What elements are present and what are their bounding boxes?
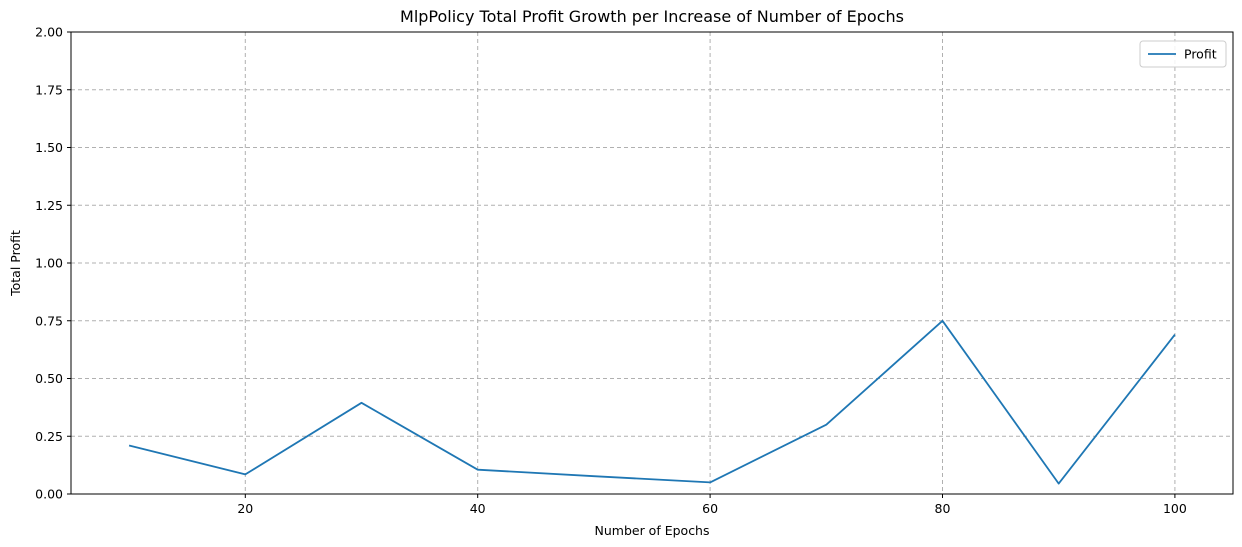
y-tick-label: 1.00 xyxy=(35,256,63,271)
series-line-profit xyxy=(128,319,1176,485)
y-tick-label: 0.00 xyxy=(35,487,63,502)
x-tick-label: 40 xyxy=(470,501,486,516)
legend-label: Profit xyxy=(1184,47,1217,62)
y-tick-label: 0.25 xyxy=(35,429,63,444)
x-tick-label: 100 xyxy=(1163,501,1187,516)
x-axis-ticks: 20 40 60 80 100 xyxy=(237,494,1187,516)
x-tick-label: 80 xyxy=(935,501,951,516)
y-tick-label: 1.25 xyxy=(35,198,63,213)
y-tick-label: 0.50 xyxy=(35,371,63,386)
y-tick-label: 0.75 xyxy=(35,313,63,328)
y-tick-label: 1.75 xyxy=(35,82,63,97)
y-tick-label: 1.50 xyxy=(35,140,63,155)
x-axis-label: Number of Epochs xyxy=(595,523,710,538)
y-axis-ticks: 0.00 0.25 0.50 0.75 1.00 1.25 1.50 1.75 2.00 xyxy=(35,25,71,502)
y-tick-label: 2.00 xyxy=(35,25,63,40)
series-layer xyxy=(128,319,1176,485)
grid xyxy=(71,31,1233,495)
legend: Profit xyxy=(1139,40,1227,68)
y-axis-label: Total Profit xyxy=(8,230,23,297)
legend-box xyxy=(1139,40,1227,68)
chart-title: MlpPolicy Total Profit Growth per Increa… xyxy=(400,7,904,26)
x-tick-label: 20 xyxy=(237,501,253,516)
x-tick-label: 60 xyxy=(702,501,718,516)
